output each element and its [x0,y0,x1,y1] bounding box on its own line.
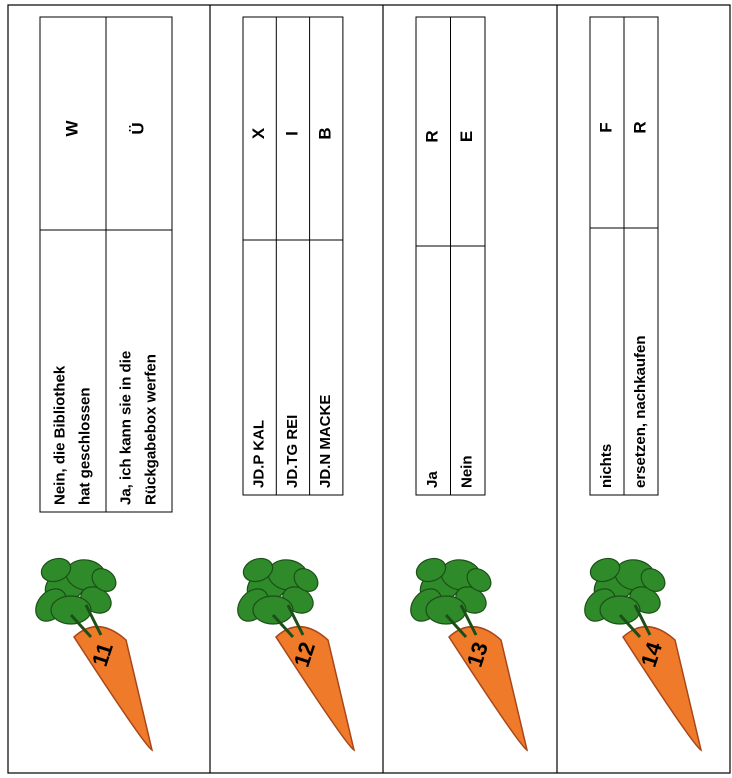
answer-text: Ja [424,471,441,488]
carrot-leaf [599,595,641,625]
carrot-body [73,625,154,752]
carrot-leaf [415,557,447,583]
answer-text: JD.P KAL [251,420,268,488]
answer-text: Nein, die Bibliothek [51,365,68,505]
carrot-leaf [466,568,492,592]
answer-text: JD.TG REI [284,415,301,488]
letter: W [62,120,81,137]
carrot-body [448,625,529,752]
carrot-leaf [293,568,319,592]
carrot-body [622,625,703,752]
carrot: 11 [35,557,154,752]
letter: R [423,130,442,142]
answer-text: JD.N MACKE [317,395,334,488]
answer-text: Rückgabebox werfen [142,354,159,505]
letter: F [596,122,615,132]
letter: E [457,131,476,142]
answer-text: Ja, ich kann sie in die [117,351,134,505]
carrot-leaf [91,568,117,592]
carrot-leaf [50,595,92,625]
letter: R [630,121,649,133]
carrot-leaf [252,595,294,625]
answer-text: Nein [459,455,476,488]
carrot: 12 [237,557,356,752]
answer-table [242,16,344,496]
carrot-stem [618,604,652,639]
carrot-stem [69,604,103,639]
letter: X [249,127,268,139]
carrot-stem [444,604,478,639]
carrot: 14 [584,557,703,752]
answer-text: ersetzen, nachkaufen [632,335,649,488]
carrot-leaf [589,557,621,583]
carrot: 13 [410,557,529,752]
letter: B [316,127,335,139]
carrot-leaf [640,568,666,592]
letter: Ü [128,122,147,134]
letter: I [282,131,301,136]
answer-text: hat geschlossen [76,387,93,505]
outer-border [7,4,731,774]
answer-text: nichts [598,444,615,488]
carrot-stem [271,604,305,639]
carrot-leaf [40,557,72,583]
carrot-leaf [425,595,467,625]
carrot-body [275,625,356,752]
carrot-leaf [242,557,274,583]
